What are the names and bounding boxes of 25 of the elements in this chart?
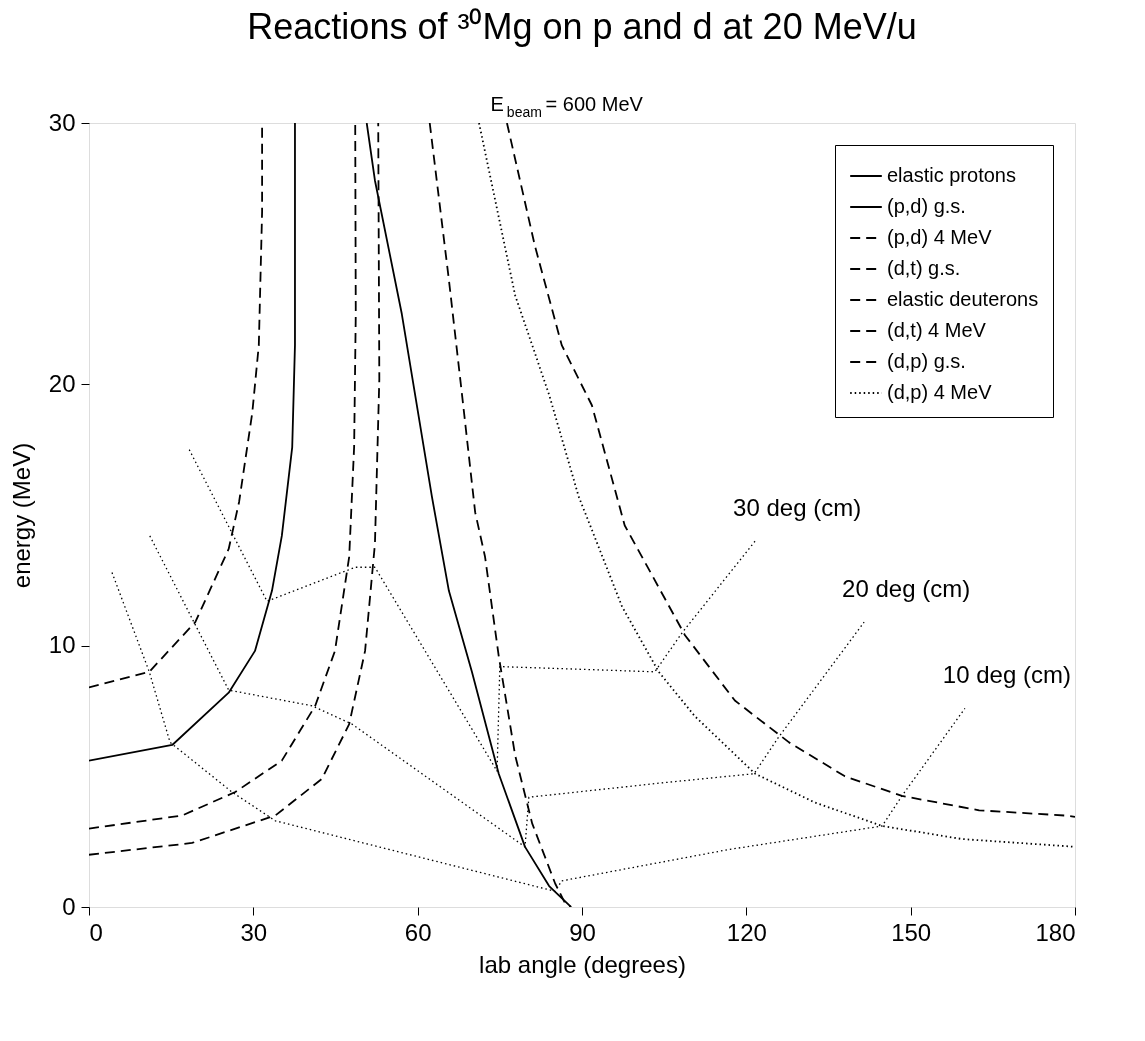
- legend-label: (p,d) 4 MeV: [887, 226, 993, 248]
- annotation: 10 deg (cm): [942, 661, 1071, 689]
- y-tick-label: 10: [48, 631, 76, 659]
- legend-label: (d,t) 4 MeV: [887, 319, 987, 341]
- x-tick-label: 90: [569, 918, 596, 946]
- x-axis-title: lab angle (degrees): [479, 950, 686, 978]
- x-tick-label: 120: [726, 918, 767, 946]
- legend-label: elastic protons: [887, 164, 1016, 186]
- chart-title: Reactions of ³⁰Mg on p and d at 20 MeV/u: [247, 6, 917, 47]
- legend-label: (d,p) g.s.: [887, 350, 966, 372]
- annotation: 30 deg (cm): [733, 494, 862, 522]
- x-tick-label: 0: [89, 918, 103, 946]
- y-axis-title: energy (MeV): [7, 442, 35, 589]
- legend-label: elastic deuterons: [887, 288, 1039, 310]
- x-tick-label: 150: [891, 918, 932, 946]
- legend-label: (p,d) g.s.: [887, 195, 966, 217]
- legend-label: (d,t) g.s.: [887, 257, 961, 279]
- y-tick-label: 0: [62, 892, 76, 920]
- y-tick-label: 20: [48, 369, 76, 397]
- x-tick-label: 30: [240, 918, 268, 946]
- annotation: 20 deg (cm): [842, 575, 971, 603]
- y-tick-label: 30: [48, 108, 76, 136]
- x-tick-label: 180: [1035, 918, 1076, 946]
- legend-label: (d,p) 4 MeV: [887, 381, 993, 403]
- x-tick-label: 60: [404, 918, 432, 946]
